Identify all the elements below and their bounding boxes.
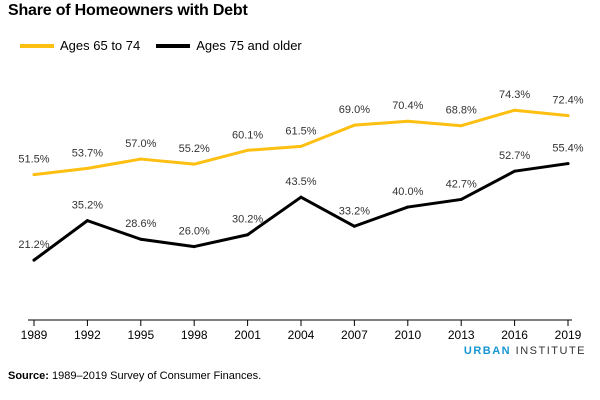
source-label: Source: bbox=[8, 370, 49, 382]
legend-item-ages-75-and-older: Ages 75 and older bbox=[156, 38, 302, 53]
data-label-ages-65-to-74-2010: 70.4% bbox=[392, 100, 423, 112]
data-point-ages-75-and-older-2019 bbox=[566, 162, 570, 166]
data-point-ages-65-to-74-2010 bbox=[406, 119, 410, 123]
data-label-ages-65-to-74-2001: 60.1% bbox=[232, 129, 263, 141]
data-label-ages-75-and-older-1995: 28.6% bbox=[125, 218, 156, 230]
brand-part-urban: URBAN bbox=[463, 345, 512, 357]
data-label-ages-75-and-older-1992: 35.2% bbox=[72, 200, 103, 212]
chart-title: Share of Homeowners with Debt bbox=[8, 2, 248, 19]
x-tick-label-1998: 1998 bbox=[181, 328, 208, 342]
data-label-ages-65-to-74-1998: 55.2% bbox=[179, 143, 210, 155]
data-label-ages-75-and-older-1998: 26.0% bbox=[179, 226, 210, 238]
series-line-ages-65-to-74 bbox=[32, 108, 570, 177]
data-point-ages-65-to-74-2004 bbox=[299, 144, 303, 148]
data-point-ages-75-and-older-1995 bbox=[139, 237, 143, 241]
x-tick-label-2016: 2016 bbox=[501, 328, 528, 342]
data-label-ages-65-to-74-2004: 61.5% bbox=[285, 125, 316, 137]
data-label-ages-75-and-older-2001: 30.2% bbox=[232, 214, 263, 226]
x-tick-label-2010: 2010 bbox=[394, 328, 421, 342]
data-label-ages-75-and-older-2010: 40.0% bbox=[392, 186, 423, 198]
data-point-ages-75-and-older-2007 bbox=[352, 224, 356, 228]
data-label-ages-65-to-74-2016: 74.3% bbox=[499, 89, 530, 101]
data-label-ages-65-to-74-2019: 72.4% bbox=[552, 95, 583, 107]
data-point-ages-75-and-older-2016 bbox=[513, 169, 517, 173]
data-label-ages-75-and-older-2007: 33.2% bbox=[339, 205, 370, 217]
data-label-ages-65-to-74-1992: 53.7% bbox=[72, 147, 103, 159]
legend-swatch-ages-75-and-older bbox=[156, 43, 191, 48]
data-label-ages-65-to-74-2013: 68.8% bbox=[446, 105, 477, 117]
x-tick-label-1989: 1989 bbox=[21, 328, 48, 342]
legend: Ages 65 to 74 Ages 75 and older bbox=[20, 38, 318, 53]
x-tick-label-1992: 1992 bbox=[74, 328, 101, 342]
data-point-ages-65-to-74-1989 bbox=[32, 173, 36, 177]
data-label-ages-75-and-older-2019: 55.4% bbox=[552, 143, 583, 155]
data-label-ages-65-to-74-2007: 69.0% bbox=[339, 104, 370, 116]
brand-part-institute: INSTITUTE bbox=[511, 345, 586, 357]
data-point-ages-75-and-older-2010 bbox=[406, 205, 410, 209]
data-point-ages-65-to-74-2007 bbox=[352, 123, 356, 127]
data-point-ages-75-and-older-2013 bbox=[459, 197, 463, 201]
source-note: Source: 1989–2019 Survey of Consumer Fin… bbox=[8, 370, 261, 382]
data-label-ages-75-and-older-2016: 52.7% bbox=[499, 150, 530, 162]
data-point-ages-65-to-74-1992 bbox=[85, 166, 89, 170]
data-point-ages-65-to-74-1995 bbox=[139, 157, 143, 161]
data-label-ages-65-to-74-1995: 57.0% bbox=[125, 138, 156, 150]
data-point-ages-65-to-74-1998 bbox=[192, 162, 196, 166]
x-tick-label-2007: 2007 bbox=[341, 328, 368, 342]
urban-institute-logo: URBAN INSTITUTE bbox=[464, 345, 586, 357]
legend-label-ages-65-to-74: Ages 65 to 74 bbox=[60, 38, 141, 53]
x-tick-label-2013: 2013 bbox=[448, 328, 475, 342]
data-point-ages-75-and-older-2004 bbox=[299, 195, 303, 199]
x-tick-label-2019: 2019 bbox=[555, 328, 582, 342]
data-point-ages-65-to-74-2016 bbox=[513, 108, 517, 112]
legend-swatch-ages-65-to-74 bbox=[20, 43, 54, 48]
data-point-ages-65-to-74-2013 bbox=[459, 124, 463, 128]
data-point-ages-75-and-older-1998 bbox=[192, 245, 196, 249]
x-tick-label-2004: 2004 bbox=[288, 328, 315, 342]
data-point-ages-65-to-74-2019 bbox=[566, 114, 570, 118]
data-point-ages-75-and-older-1989 bbox=[32, 258, 36, 262]
data-label-ages-75-and-older-2004: 43.5% bbox=[285, 176, 316, 188]
data-label-ages-75-and-older-1989: 21.2% bbox=[18, 239, 49, 251]
legend-item-ages-65-to-74: Ages 65 to 74 bbox=[20, 38, 140, 53]
legend-label-ages-75-and-older: Ages 75 and older bbox=[196, 38, 302, 53]
x-tick-label-1995: 1995 bbox=[127, 328, 154, 342]
data-point-ages-65-to-74-2001 bbox=[246, 148, 250, 152]
data-point-ages-75-and-older-2001 bbox=[246, 233, 250, 237]
data-label-ages-75-and-older-2013: 42.7% bbox=[446, 178, 477, 190]
x-tick-label-2001: 2001 bbox=[234, 328, 261, 342]
data-point-ages-75-and-older-1992 bbox=[85, 219, 89, 223]
data-label-ages-65-to-74-1989: 51.5% bbox=[18, 154, 49, 166]
source-text: 1989–2019 Survey of Consumer Finances. bbox=[48, 370, 262, 382]
